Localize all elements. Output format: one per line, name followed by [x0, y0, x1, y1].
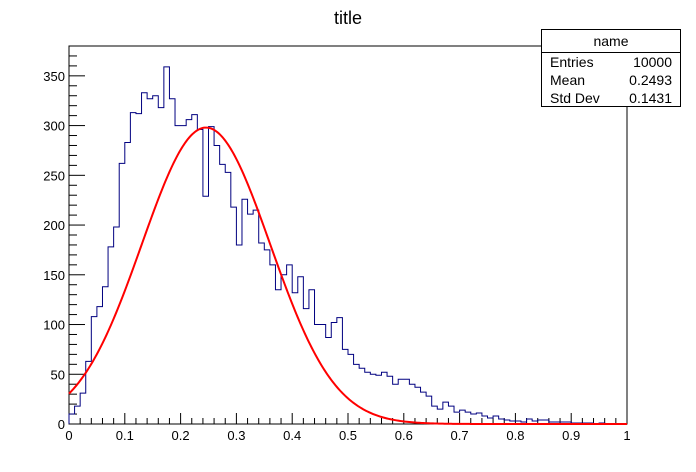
gaussian-fit-curve [69, 128, 627, 424]
histogram-series [69, 67, 627, 424]
stats-box: name Entries 10000 Mean 0.2493 Std Dev 0… [541, 29, 681, 107]
stats-row-stddev: Std Dev 0.1431 [542, 89, 680, 107]
x-tick-label: 0.3 [227, 428, 245, 443]
y-tick-label: 350 [43, 69, 65, 84]
x-tick-label: 1 [623, 428, 630, 443]
x-tick-label: 0.1 [116, 428, 134, 443]
chart-title: title [334, 8, 362, 28]
x-tick-label: 0.8 [506, 428, 524, 443]
y-tick-label: 50 [51, 367, 65, 382]
stats-value-entries: 10000 [633, 53, 672, 71]
y-tick-label: 200 [43, 218, 65, 233]
stats-label-entries: Entries [550, 53, 594, 71]
stats-value-mean: 0.2493 [629, 71, 672, 89]
x-tick-label: 0 [65, 428, 72, 443]
stats-title: name [542, 30, 680, 53]
stats-row-entries: Entries 10000 [542, 53, 680, 71]
y-tick-label: 300 [43, 119, 65, 134]
x-tick-label: 0.5 [339, 428, 357, 443]
stats-row-mean: Mean 0.2493 [542, 71, 680, 89]
x-tick-label: 0.6 [395, 428, 413, 443]
stats-value-stddev: 0.1431 [629, 89, 672, 107]
y-tick-label: 250 [43, 168, 65, 183]
y-tick-label: 100 [43, 318, 65, 333]
y-tick-label: 0 [58, 417, 65, 432]
stats-label-stddev: Std Dev [550, 89, 600, 107]
x-tick-label: 0.9 [562, 428, 580, 443]
x-tick-label: 0.2 [172, 428, 190, 443]
stats-label-mean: Mean [550, 71, 585, 89]
x-tick-label: 0.4 [283, 428, 301, 443]
x-tick-label: 0.7 [451, 428, 469, 443]
y-tick-label: 150 [43, 268, 65, 283]
